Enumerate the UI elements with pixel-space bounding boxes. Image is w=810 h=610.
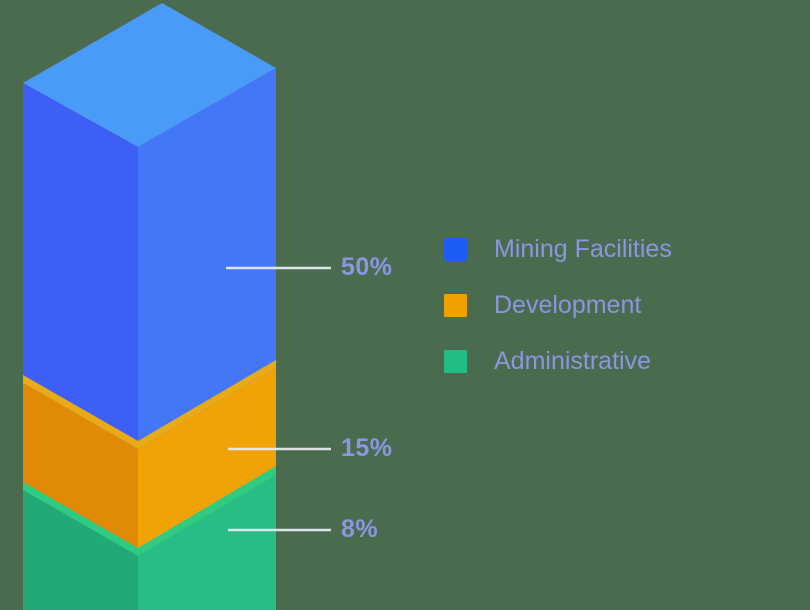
mining-left-face xyxy=(23,83,138,449)
legend-swatch-development xyxy=(444,294,467,317)
legend-swatch-mining-facilities xyxy=(444,238,467,261)
legend-label-development: Development xyxy=(494,291,642,319)
development-top-face xyxy=(23,360,276,449)
mining-right-face xyxy=(138,68,276,449)
development-right-face xyxy=(138,368,276,556)
administrative-left-face xyxy=(23,490,138,610)
value-label-mining-facilities: 50% xyxy=(341,253,393,281)
legend-item-administrative[interactable]: Administrative xyxy=(444,347,774,375)
chart-legend: Mining Facilities Development Administra… xyxy=(444,235,774,375)
mining-top-face xyxy=(23,3,276,147)
development-left-face xyxy=(23,383,138,556)
leader-lines xyxy=(226,266,331,532)
legend-label-administrative: Administrative xyxy=(494,347,651,375)
legend-item-mining-facilities[interactable]: Mining Facilities xyxy=(444,235,774,263)
value-label-administrative: 8% xyxy=(341,515,379,543)
value-label-development: 15% xyxy=(341,434,393,462)
bar-segment-development[interactable] xyxy=(23,360,276,556)
bar-segment-mining-facilities[interactable] xyxy=(23,3,276,449)
legend-label-mining-facilities: Mining Facilities xyxy=(494,235,672,263)
bar-segment-administrative[interactable] xyxy=(23,466,276,610)
legend-item-development[interactable]: Development xyxy=(444,291,774,319)
legend-swatch-administrative xyxy=(444,350,467,373)
administrative-right-face xyxy=(138,475,276,610)
